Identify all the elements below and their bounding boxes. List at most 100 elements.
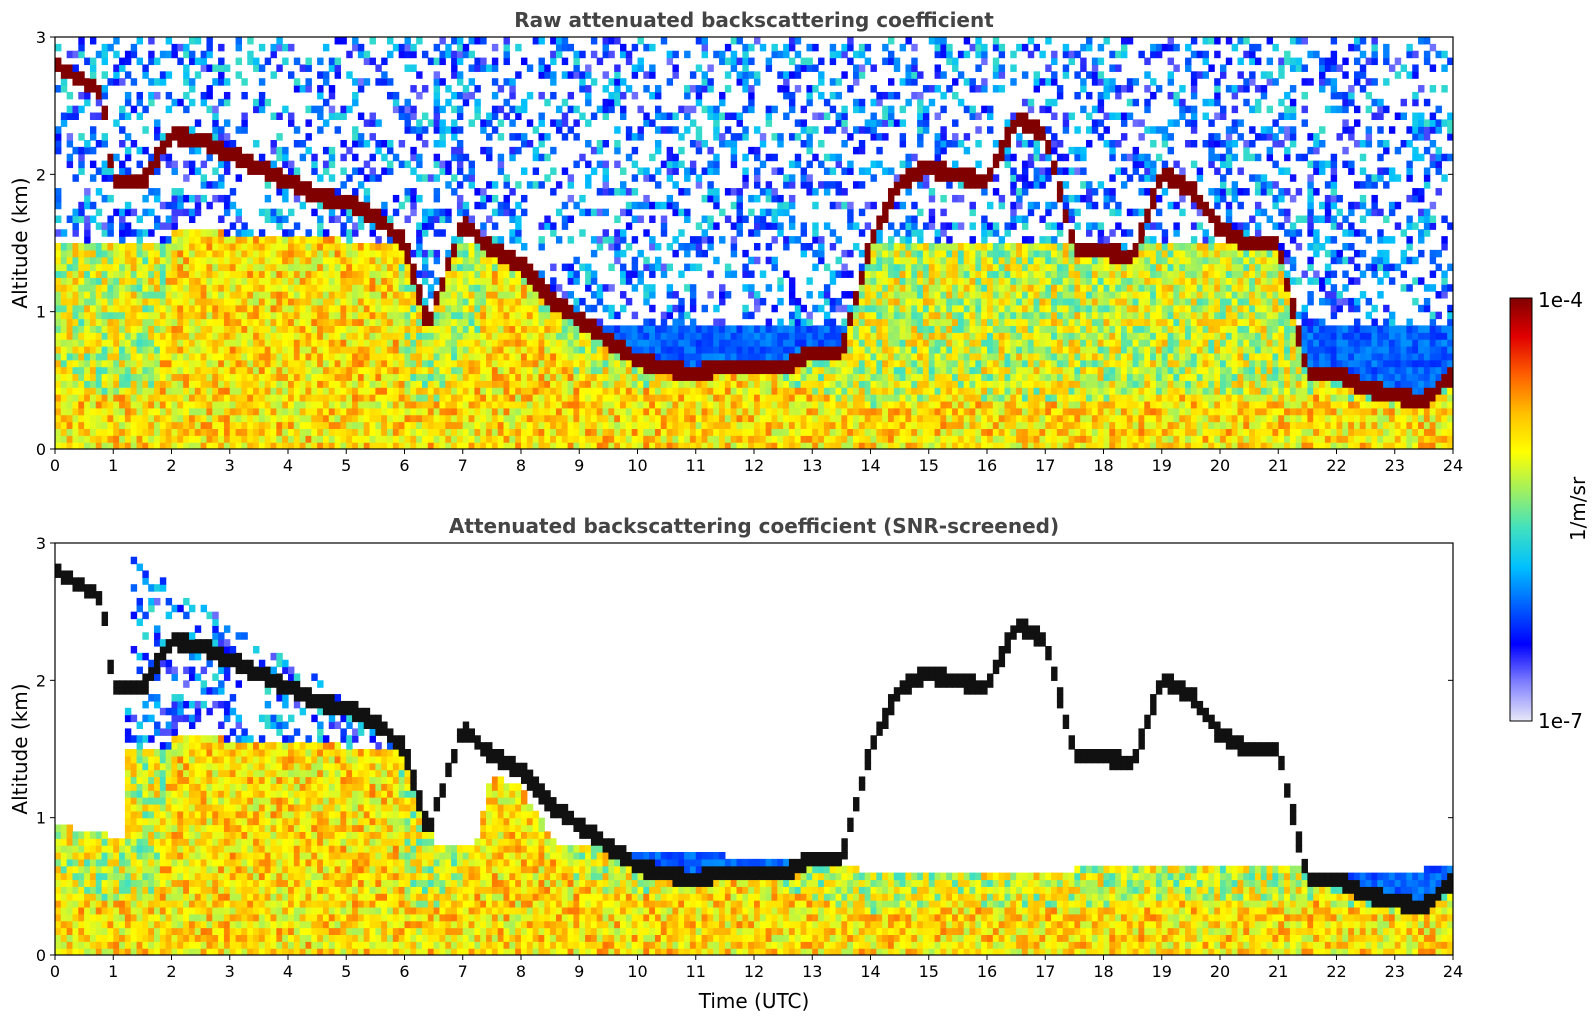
heatmap-cell <box>678 332 685 340</box>
heatmap-cell <box>497 133 505 141</box>
heatmap-cell <box>288 318 295 326</box>
heatmap-cell <box>229 394 237 402</box>
heatmap-cell <box>474 400 481 409</box>
heatmap-cell <box>433 428 441 436</box>
heatmap-cell <box>410 85 417 93</box>
heatmap-cell <box>142 167 149 175</box>
heatmap-cell <box>322 414 330 423</box>
heatmap-cell <box>643 291 650 299</box>
heatmap-cell <box>369 359 376 368</box>
heatmap-cell <box>724 188 732 196</box>
heatmap-cell <box>165 332 173 340</box>
heatmap-cell <box>497 373 505 381</box>
heatmap-cell <box>398 352 406 361</box>
heatmap-cell <box>521 332 528 340</box>
heatmap-cell <box>119 222 126 230</box>
heatmap-cell <box>474 414 481 423</box>
heatmap-cell <box>119 105 126 114</box>
heatmap-cell <box>526 311 534 320</box>
heatmap-cell <box>89 126 97 134</box>
heatmap-cell <box>497 291 505 299</box>
heatmap-cell <box>136 394 143 402</box>
heatmap-cell <box>352 339 359 347</box>
heatmap-cell <box>480 57 487 66</box>
heatmap-cell <box>771 407 778 416</box>
heatmap-cell <box>783 325 790 333</box>
heatmap-cell <box>643 373 650 381</box>
heatmap-cell <box>421 174 429 182</box>
heatmap-cell <box>78 167 85 175</box>
heatmap-cell <box>509 442 516 449</box>
heatmap-cell <box>427 284 435 292</box>
heatmap-cell <box>154 194 161 203</box>
heatmap-cell <box>509 284 516 292</box>
heatmap-cell <box>421 126 429 134</box>
heatmap-cell <box>194 400 202 409</box>
heatmap-cell <box>84 188 91 196</box>
heatmap-cell <box>60 71 68 79</box>
heatmap-cell <box>555 126 563 134</box>
heatmap-cell <box>486 284 493 292</box>
heatmap-cell <box>340 181 347 189</box>
heatmap-cell <box>375 263 382 272</box>
heatmap-cell <box>742 380 749 388</box>
heatmap-cell <box>258 243 266 251</box>
heatmap-cell <box>247 414 254 423</box>
heatmap-cell <box>689 236 697 244</box>
heatmap-cell <box>561 366 569 375</box>
heatmap-cell <box>660 407 668 416</box>
heatmap-cell <box>684 407 691 416</box>
heatmap-cell <box>730 421 738 429</box>
heatmap-cell <box>765 387 773 395</box>
heatmap-cell <box>713 304 720 313</box>
heatmap-cell <box>468 387 475 395</box>
heatmap-cell <box>486 112 493 120</box>
heatmap-cell <box>159 133 167 141</box>
heatmap-cell <box>154 311 161 320</box>
heatmap-cell <box>777 167 784 175</box>
heatmap-cell <box>608 311 615 320</box>
heatmap-cell <box>346 435 353 443</box>
heatmap-cell <box>299 297 307 306</box>
heatmap-cell <box>200 270 208 278</box>
heatmap-cell <box>235 236 242 244</box>
heatmap-cell <box>579 318 586 326</box>
heatmap-cell <box>72 332 79 340</box>
heatmap-cell <box>608 98 615 107</box>
heatmap-cell <box>188 380 196 388</box>
heatmap-cell <box>206 400 213 409</box>
heatmap-cell <box>89 277 97 285</box>
heatmap-cell <box>602 50 609 59</box>
heatmap-cell <box>311 394 318 402</box>
heatmap-cell <box>515 325 522 333</box>
heatmap-cell <box>387 263 394 272</box>
heatmap-cell <box>596 380 604 388</box>
heatmap-cell <box>695 181 703 189</box>
heatmap-cell <box>620 236 627 244</box>
heatmap-cell <box>730 366 738 375</box>
heatmap-cell <box>759 373 767 381</box>
heatmap-cell <box>579 435 586 443</box>
heatmap-cell <box>387 373 394 381</box>
heatmap-cell <box>561 37 569 45</box>
heatmap-cell <box>346 428 353 436</box>
heatmap-cell <box>567 236 575 244</box>
heatmap-cell <box>130 421 138 429</box>
heatmap-cell <box>480 236 487 244</box>
heatmap-cell <box>165 105 173 114</box>
heatmap-cell <box>113 366 120 375</box>
heatmap-cell <box>433 421 441 429</box>
heatmap-cell <box>311 297 318 306</box>
heatmap-cell <box>113 407 120 416</box>
heatmap-cell <box>340 311 347 320</box>
heatmap-cell <box>55 249 62 258</box>
heatmap-cell <box>60 366 68 375</box>
heatmap-cell <box>730 146 738 155</box>
heatmap-cell <box>253 297 260 306</box>
heatmap-cell <box>503 394 510 402</box>
heatmap-cell <box>60 311 68 320</box>
heatmap-cell <box>486 311 493 320</box>
heatmap-cell <box>357 249 365 258</box>
heatmap-cell <box>678 394 685 402</box>
heatmap-cell <box>270 380 277 388</box>
